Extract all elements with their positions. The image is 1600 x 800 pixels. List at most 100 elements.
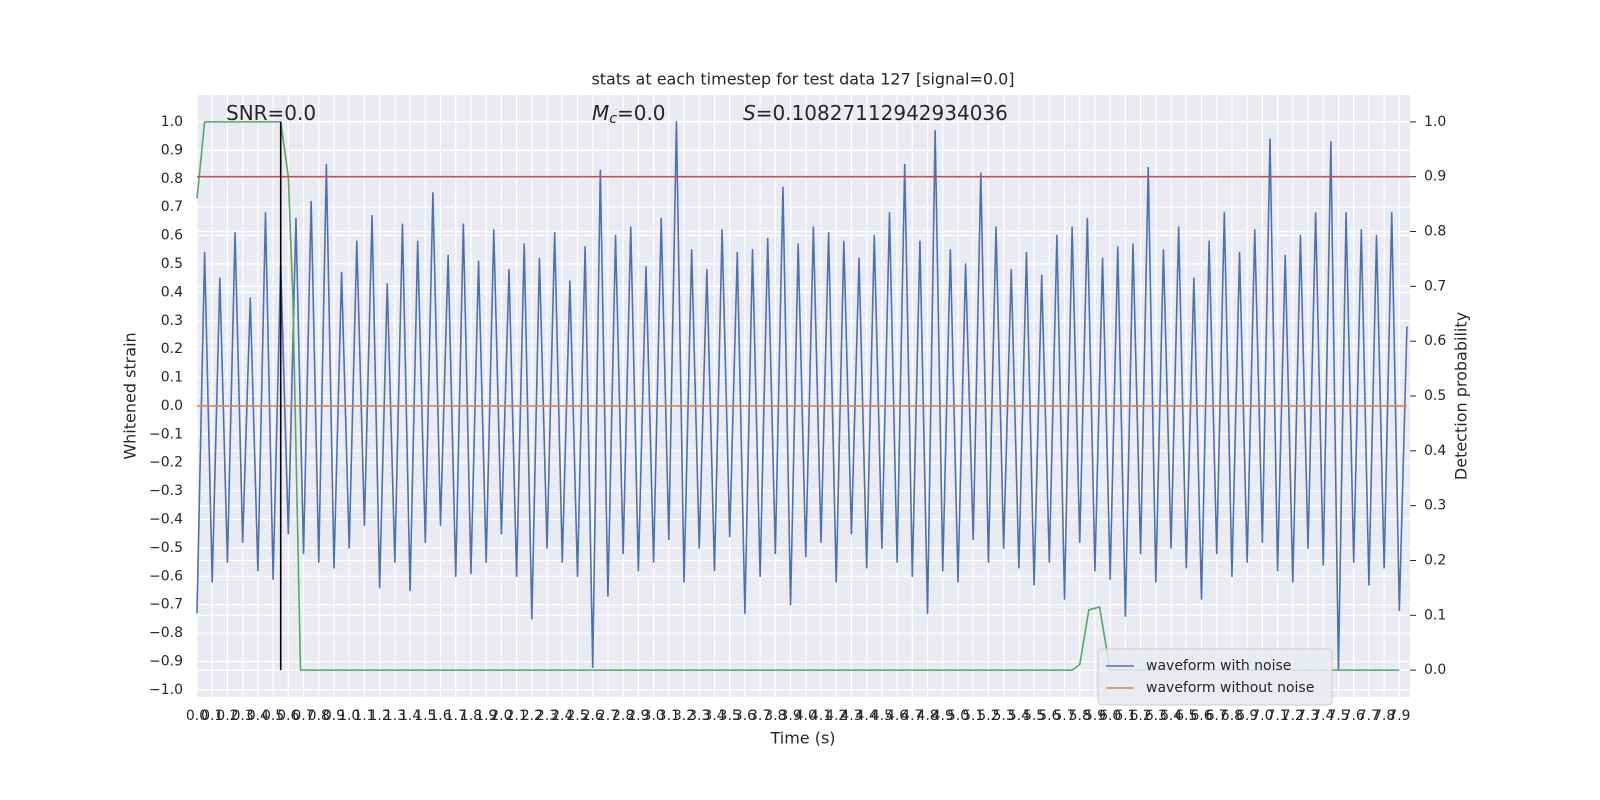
x-tick-label: 4.0	[795, 708, 817, 724]
legend-label: waveform with noise	[1146, 658, 1291, 674]
x-tick-label: 2.9	[627, 708, 649, 724]
y2-tick-label: 0.3	[1424, 498, 1446, 514]
x-tick-label: 2.0	[490, 708, 512, 724]
x-tick-label: 4.8	[916, 708, 938, 724]
annotation-subscript: c	[609, 111, 617, 127]
x-tick-label: 7.3	[1297, 708, 1319, 724]
x-tick-label: 0.7	[292, 708, 314, 724]
x-tick-label: 1.1	[353, 708, 375, 724]
x-tick-label: 5.1	[962, 708, 984, 724]
y-tick-label: −0.3	[149, 483, 183, 499]
y2-tick-label: 0.4	[1424, 443, 1446, 459]
x-tick-label: 5.7	[1053, 708, 1075, 724]
y2-tick-label: 0.8	[1424, 224, 1446, 240]
x-tick-label: 2.1	[505, 708, 527, 724]
x-tick-label: 3.0	[642, 708, 664, 724]
x-tick-label: 1.5	[414, 708, 436, 724]
y2-tick-label: 0.2	[1424, 552, 1446, 568]
x-tick-label: 2.6	[582, 708, 604, 724]
chart-title: stats at each timestep for test data 127…	[591, 70, 1014, 89]
x-tick-label: 1.3	[384, 708, 406, 724]
y-tick-label: 0.0	[161, 398, 183, 414]
x-tick-label: 6.4	[1160, 708, 1182, 724]
annotation: S=0.10827112942934036	[743, 101, 1008, 125]
x-tick-label: 0.1	[201, 708, 223, 724]
legend-label: waveform without noise	[1146, 680, 1314, 696]
x-tick-label: 3.7	[749, 708, 771, 724]
x-tick-label: 4.5	[871, 708, 893, 724]
x-tick-label: 7.1	[1266, 708, 1288, 724]
annotation-text: =0.10827112942934036	[756, 101, 1008, 125]
x-tick-label: 6.7	[1206, 708, 1228, 724]
x-tick-label: 1.6	[429, 708, 451, 724]
annotation: Mc=0.0	[592, 101, 666, 128]
x-tick-label: 6.0	[1099, 708, 1121, 724]
y-tick-label: −0.4	[149, 512, 183, 528]
grid	[196, 95, 1410, 697]
annotation-text: =0.0	[617, 101, 666, 125]
x-tick-label: 5.4	[1008, 708, 1030, 724]
x-tick-label: 5.0	[947, 708, 969, 724]
x-tick-label: 2.8	[612, 708, 634, 724]
x-tick-label: 5.6	[1038, 708, 1060, 724]
x-tick-label: 7.0	[1251, 708, 1273, 724]
y-tick-label: 0.6	[161, 228, 183, 244]
x-tick-label: 3.1	[658, 708, 680, 724]
x-tick-label: 0.6	[277, 708, 299, 724]
x-tick-label: 4.4	[856, 708, 878, 724]
x-tick-label: 3.6	[734, 708, 756, 724]
series-line	[196, 121, 1400, 671]
y-tick-label: −0.2	[149, 455, 183, 471]
x-tick-label: 1.8	[460, 708, 482, 724]
x-tick-label: 4.6	[886, 708, 908, 724]
y-tick-label: −0.8	[149, 625, 183, 641]
x-tick-label: 4.3	[840, 708, 862, 724]
y2-tick-label: 0.9	[1424, 169, 1446, 185]
x-tick-label: 3.5	[719, 708, 741, 724]
y-tick-label: 0.3	[161, 313, 183, 329]
x-tick-label: 7.8	[1373, 708, 1395, 724]
x-tick-label: 1.0	[338, 708, 360, 724]
y-tick-label: 0.2	[161, 341, 183, 357]
x-axis-label: Time (s)	[769, 729, 835, 748]
y-tick-label: −0.6	[149, 568, 183, 584]
x-tick-label: 0.0	[186, 708, 208, 724]
y2-tick-label: 1.0	[1424, 114, 1446, 130]
y-tick-label: −0.7	[149, 597, 183, 613]
x-tick-label: 6.1	[1114, 708, 1136, 724]
y2-tick-label: 0.0	[1424, 662, 1446, 678]
annotation-text: SNR=0.0	[226, 101, 316, 125]
y-tick-label: 1.0	[161, 114, 183, 130]
x-tick-label: 5.5	[1023, 708, 1045, 724]
x-tick-label: 6.8	[1221, 708, 1243, 724]
y-tick-label: 0.5	[161, 256, 183, 272]
x-tick-label: 6.9	[1236, 708, 1258, 724]
legend-box	[1097, 648, 1333, 706]
annotation-symbol: M	[592, 101, 609, 125]
y-tick-label: 0.4	[161, 284, 183, 300]
x-tick-label: 5.9	[1084, 708, 1106, 724]
y2-tick-label: 0.6	[1424, 333, 1446, 349]
y-axis-label: Whitened strain	[121, 332, 140, 459]
y-tick-label: 0.9	[161, 142, 183, 158]
y-tick-label: 0.7	[161, 199, 183, 215]
x-tick-label: 0.8	[308, 708, 330, 724]
x-tick-label: 7.2	[1282, 708, 1304, 724]
y2-tick-label: 0.5	[1424, 388, 1446, 404]
y2-axis-label: Detection probability	[1452, 312, 1471, 480]
x-tick-label: 7.4	[1312, 708, 1334, 724]
x-tick-label: 4.9	[932, 708, 954, 724]
x-tick-label: 0.3	[232, 708, 254, 724]
x-tick-label: 4.1	[810, 708, 832, 724]
x-tick-label: 6.2	[1129, 708, 1151, 724]
x-tick-label: 0.9	[323, 708, 345, 724]
annotation: SNR=0.0	[226, 101, 316, 125]
y2-tick-label: 0.1	[1424, 607, 1446, 623]
series-line	[196, 121, 1408, 671]
x-tick-label: 3.4	[703, 708, 725, 724]
x-tick-label: 1.4	[399, 708, 421, 724]
x-tick-label: 2.7	[597, 708, 619, 724]
x-tick-label: 5.8	[1069, 708, 1091, 724]
annotation-symbol: S	[743, 101, 756, 125]
